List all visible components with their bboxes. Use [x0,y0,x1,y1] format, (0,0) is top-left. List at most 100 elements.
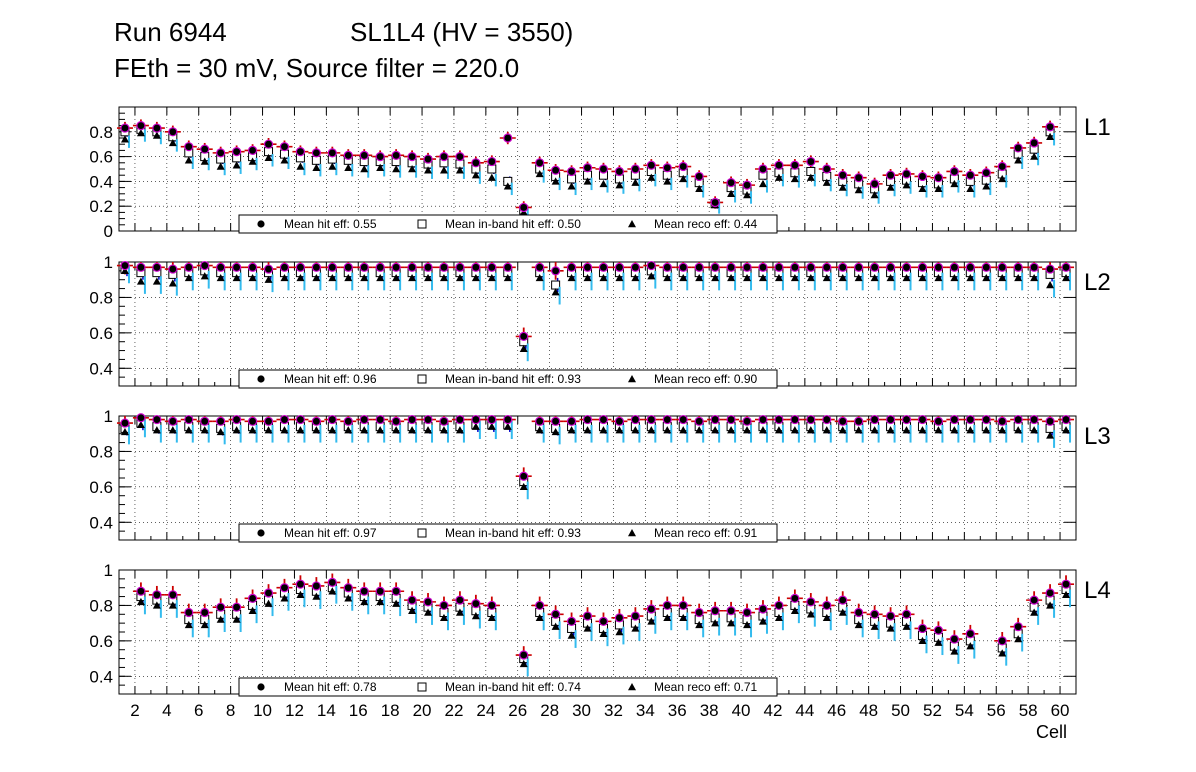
p1-reco-point [152,131,161,139]
p3-hit-point [488,416,496,423]
p1-hit-point [201,145,209,153]
p1-reco-point [344,163,353,171]
p1-reco-point [232,161,241,169]
p1-hit-point [233,148,241,156]
p2-hit-point [966,263,974,271]
p1-reco-point [615,181,624,189]
p1-ytick-label: 0.6 [89,148,113,167]
p1-reco-point [424,166,433,174]
p1-hit-point [855,174,863,182]
p4-hit-point [966,630,974,638]
p2-hit-point [201,262,209,269]
p2-legend-inband-marker [417,374,427,384]
p4-reco-point [647,617,656,625]
p2-reco-point [647,272,656,280]
p3-legend-reco-label: Mean reco eff: 0.91 [654,526,758,540]
p3-reco-point [870,426,879,434]
p4-reco-point [1014,635,1023,643]
p1-ytick-label: 0.4 [89,172,113,191]
p1-reco-point [790,174,799,183]
p3-hit-point [472,416,480,423]
p1-hit-point [185,143,193,151]
p2-reco-point [264,275,273,283]
p2-reco-point [216,273,225,282]
p3-ytick-label: 1 [104,407,113,426]
p1-reco-point [1014,156,1023,164]
p4-reco-point [152,601,161,609]
p3-hit-point [265,417,272,425]
p4-hit-point [807,598,815,606]
p3-reco-point [312,426,321,434]
p1-hit-point [631,165,639,173]
p1-legend-hit-label: Mean hit eff: 0.55 [284,217,377,231]
p2-reco-point [854,273,863,282]
p1-hit-point [552,166,560,174]
p3-hit-point [249,417,256,425]
p4-hit-point [265,589,272,597]
p3-hit-point [552,417,560,425]
p4-reco-point [519,659,528,668]
p1-reco-point [168,138,177,147]
p1-hit-point [775,161,783,169]
p1-reco-point [280,156,289,164]
p4-hit-point [711,607,719,615]
p1-reco-point [902,181,911,189]
p4-reco-point [184,620,193,629]
x-tick-label: 30 [572,701,591,720]
p4-reco-point [200,620,209,629]
x-tick-label: 60 [1051,701,1070,720]
p3-reco-point [966,426,975,434]
p4-hit-point [1030,596,1038,604]
p4-reco-point [902,622,911,630]
p3-reco-point [902,426,911,434]
p1-hit-point [488,158,496,165]
p2-reco-point [966,273,975,282]
p3-reco-point [280,426,289,434]
p4-reco-point [312,592,321,600]
p2-hit-point [456,263,464,271]
p2-reco-point [663,273,672,282]
p3-hit-point [839,417,847,425]
p2-reco-point [296,273,305,282]
p1-hit-point [536,159,544,167]
p4-reco-point [870,622,879,630]
p4-ytick-label: 0.4 [89,667,113,686]
p4-reco-point [487,613,496,622]
p4-hit-point [472,600,480,608]
p2-hit-point [153,263,161,271]
p4-hit-point [408,596,416,604]
p2-reco-point [136,277,145,285]
p1-reco-point [758,179,767,188]
p3-reco-point [376,426,385,434]
p3-hit-point [887,416,894,423]
p3-reco-point [264,426,273,434]
p1-hit-point [950,168,958,175]
p4-hit-point [791,594,799,602]
p2-reco-point [439,273,448,282]
p3-reco-point [711,426,720,434]
p2-reco-point [982,273,991,282]
p2-hit-point [950,263,958,271]
x-tick-label: 8 [226,701,235,720]
p2-legend-hit-marker [257,375,265,383]
p1-reco-point [1046,132,1055,140]
p2-reco-point [774,273,783,282]
p4-reco-point [439,613,448,622]
p3-legend-inband-label: Mean in-band hit eff: 0.93 [445,526,581,540]
p1-reco-point [503,182,512,190]
p4-legend-inband-label: Mean in-band hit eff: 0.74 [445,680,581,694]
p2-layer-label: L2 [1084,269,1111,296]
p4-reco-point [743,620,752,629]
x-tick-label: 48 [859,701,878,720]
p1-reco-point [216,162,225,170]
x-tick-label: 24 [476,701,495,720]
x-tick-label: 14 [317,701,336,720]
p4-reco-point [551,622,560,630]
p2-reco-point [152,277,161,285]
p1-hit-point [743,181,751,189]
p3-legend-hit-label: Mean hit eff: 0.97 [284,526,377,540]
p3-legend-reco-marker [628,529,636,537]
p4-hit-point [903,610,910,618]
p2-hit-point [695,263,703,271]
p2-hit-point [1030,263,1038,271]
